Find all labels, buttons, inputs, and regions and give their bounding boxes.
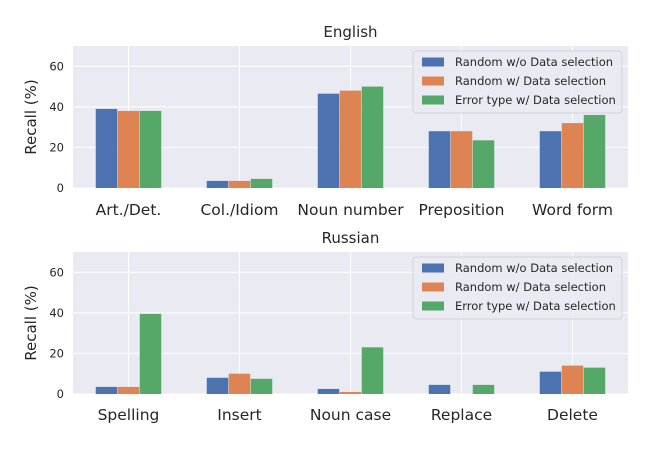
bar — [472, 384, 495, 394]
x-tick-label: Col./Idiom — [200, 201, 278, 219]
bar — [117, 386, 140, 394]
x-tick-label: Insert — [217, 406, 261, 424]
legend: Random w/o Data selection Random w/ Data … — [412, 50, 623, 114]
bar — [361, 347, 384, 394]
bar — [228, 373, 251, 394]
legend-label: Random w/ Data selection — [455, 280, 606, 294]
bar — [117, 110, 140, 188]
bar — [139, 110, 162, 188]
x-tick-label: Replace — [431, 406, 492, 424]
bar — [339, 90, 362, 188]
bar — [95, 386, 118, 394]
bar — [206, 377, 229, 394]
chart-panel-1: 0 20 40 60 Art./Det. Col./Idiom Noun number Pre… — [22, 23, 628, 219]
bar — [228, 180, 251, 188]
bar — [539, 131, 562, 188]
y-tick-label: 20 — [49, 140, 64, 154]
bar — [583, 114, 606, 188]
bar — [428, 384, 451, 394]
bar — [339, 391, 362, 394]
legend-swatch — [422, 95, 444, 105]
bar — [250, 178, 273, 188]
x-tick-label: Preposition — [418, 201, 504, 219]
bar — [583, 367, 606, 394]
legend-label: Random w/o Data selection — [455, 55, 613, 69]
legend-label: Random w/ Data selection — [455, 74, 606, 88]
bar — [561, 123, 584, 188]
x-tick-label: Art./Det. — [96, 201, 162, 219]
y-tick-label: 60 — [49, 59, 64, 73]
legend-label: Error type w/ Data selection — [455, 299, 616, 313]
legend-swatch — [422, 301, 444, 311]
chart-title: Russian — [322, 229, 380, 247]
x-tick-label: Spelling — [98, 406, 160, 424]
chart-panel-2: 0 20 40 60 Spelling Insert Noun case Replace Del… — [22, 229, 628, 424]
bar — [428, 131, 451, 188]
y-axis-label: Recall (%) — [22, 285, 40, 360]
x-tick-label: Noun case — [310, 406, 391, 424]
y-tick-label: 60 — [49, 265, 64, 279]
bar — [317, 388, 340, 394]
bar — [139, 313, 162, 394]
y-axis-label: Recall (%) — [22, 79, 40, 154]
bar — [317, 93, 340, 188]
legend-label: Random w/o Data selection — [455, 261, 613, 275]
bar — [206, 180, 229, 188]
legend-swatch — [422, 263, 444, 273]
legend-frame — [412, 50, 623, 114]
y-tick-label: 40 — [49, 306, 64, 320]
legend-label: Error type w/ Data selection — [455, 93, 616, 107]
x-tick-label: Word form — [532, 201, 613, 219]
y-tick-label: 20 — [49, 346, 64, 360]
x-tick-label: Noun number — [297, 201, 404, 219]
legend-frame — [412, 256, 623, 320]
legend: Random w/o Data selection Random w/ Data … — [412, 256, 623, 320]
legend-swatch — [422, 57, 444, 67]
x-tick-label: Delete — [547, 406, 598, 424]
bar — [561, 365, 584, 394]
chart-title: English — [323, 23, 377, 41]
bar — [361, 86, 384, 188]
y-tick-label: 0 — [57, 181, 64, 195]
legend-swatch — [422, 76, 444, 86]
bar — [450, 131, 473, 188]
bar — [539, 371, 562, 394]
legend-swatch — [422, 282, 444, 292]
bar — [250, 378, 273, 394]
bar — [472, 140, 495, 188]
y-tick-label: 40 — [49, 100, 64, 114]
bar — [95, 108, 118, 188]
y-tick-label: 0 — [57, 387, 64, 401]
